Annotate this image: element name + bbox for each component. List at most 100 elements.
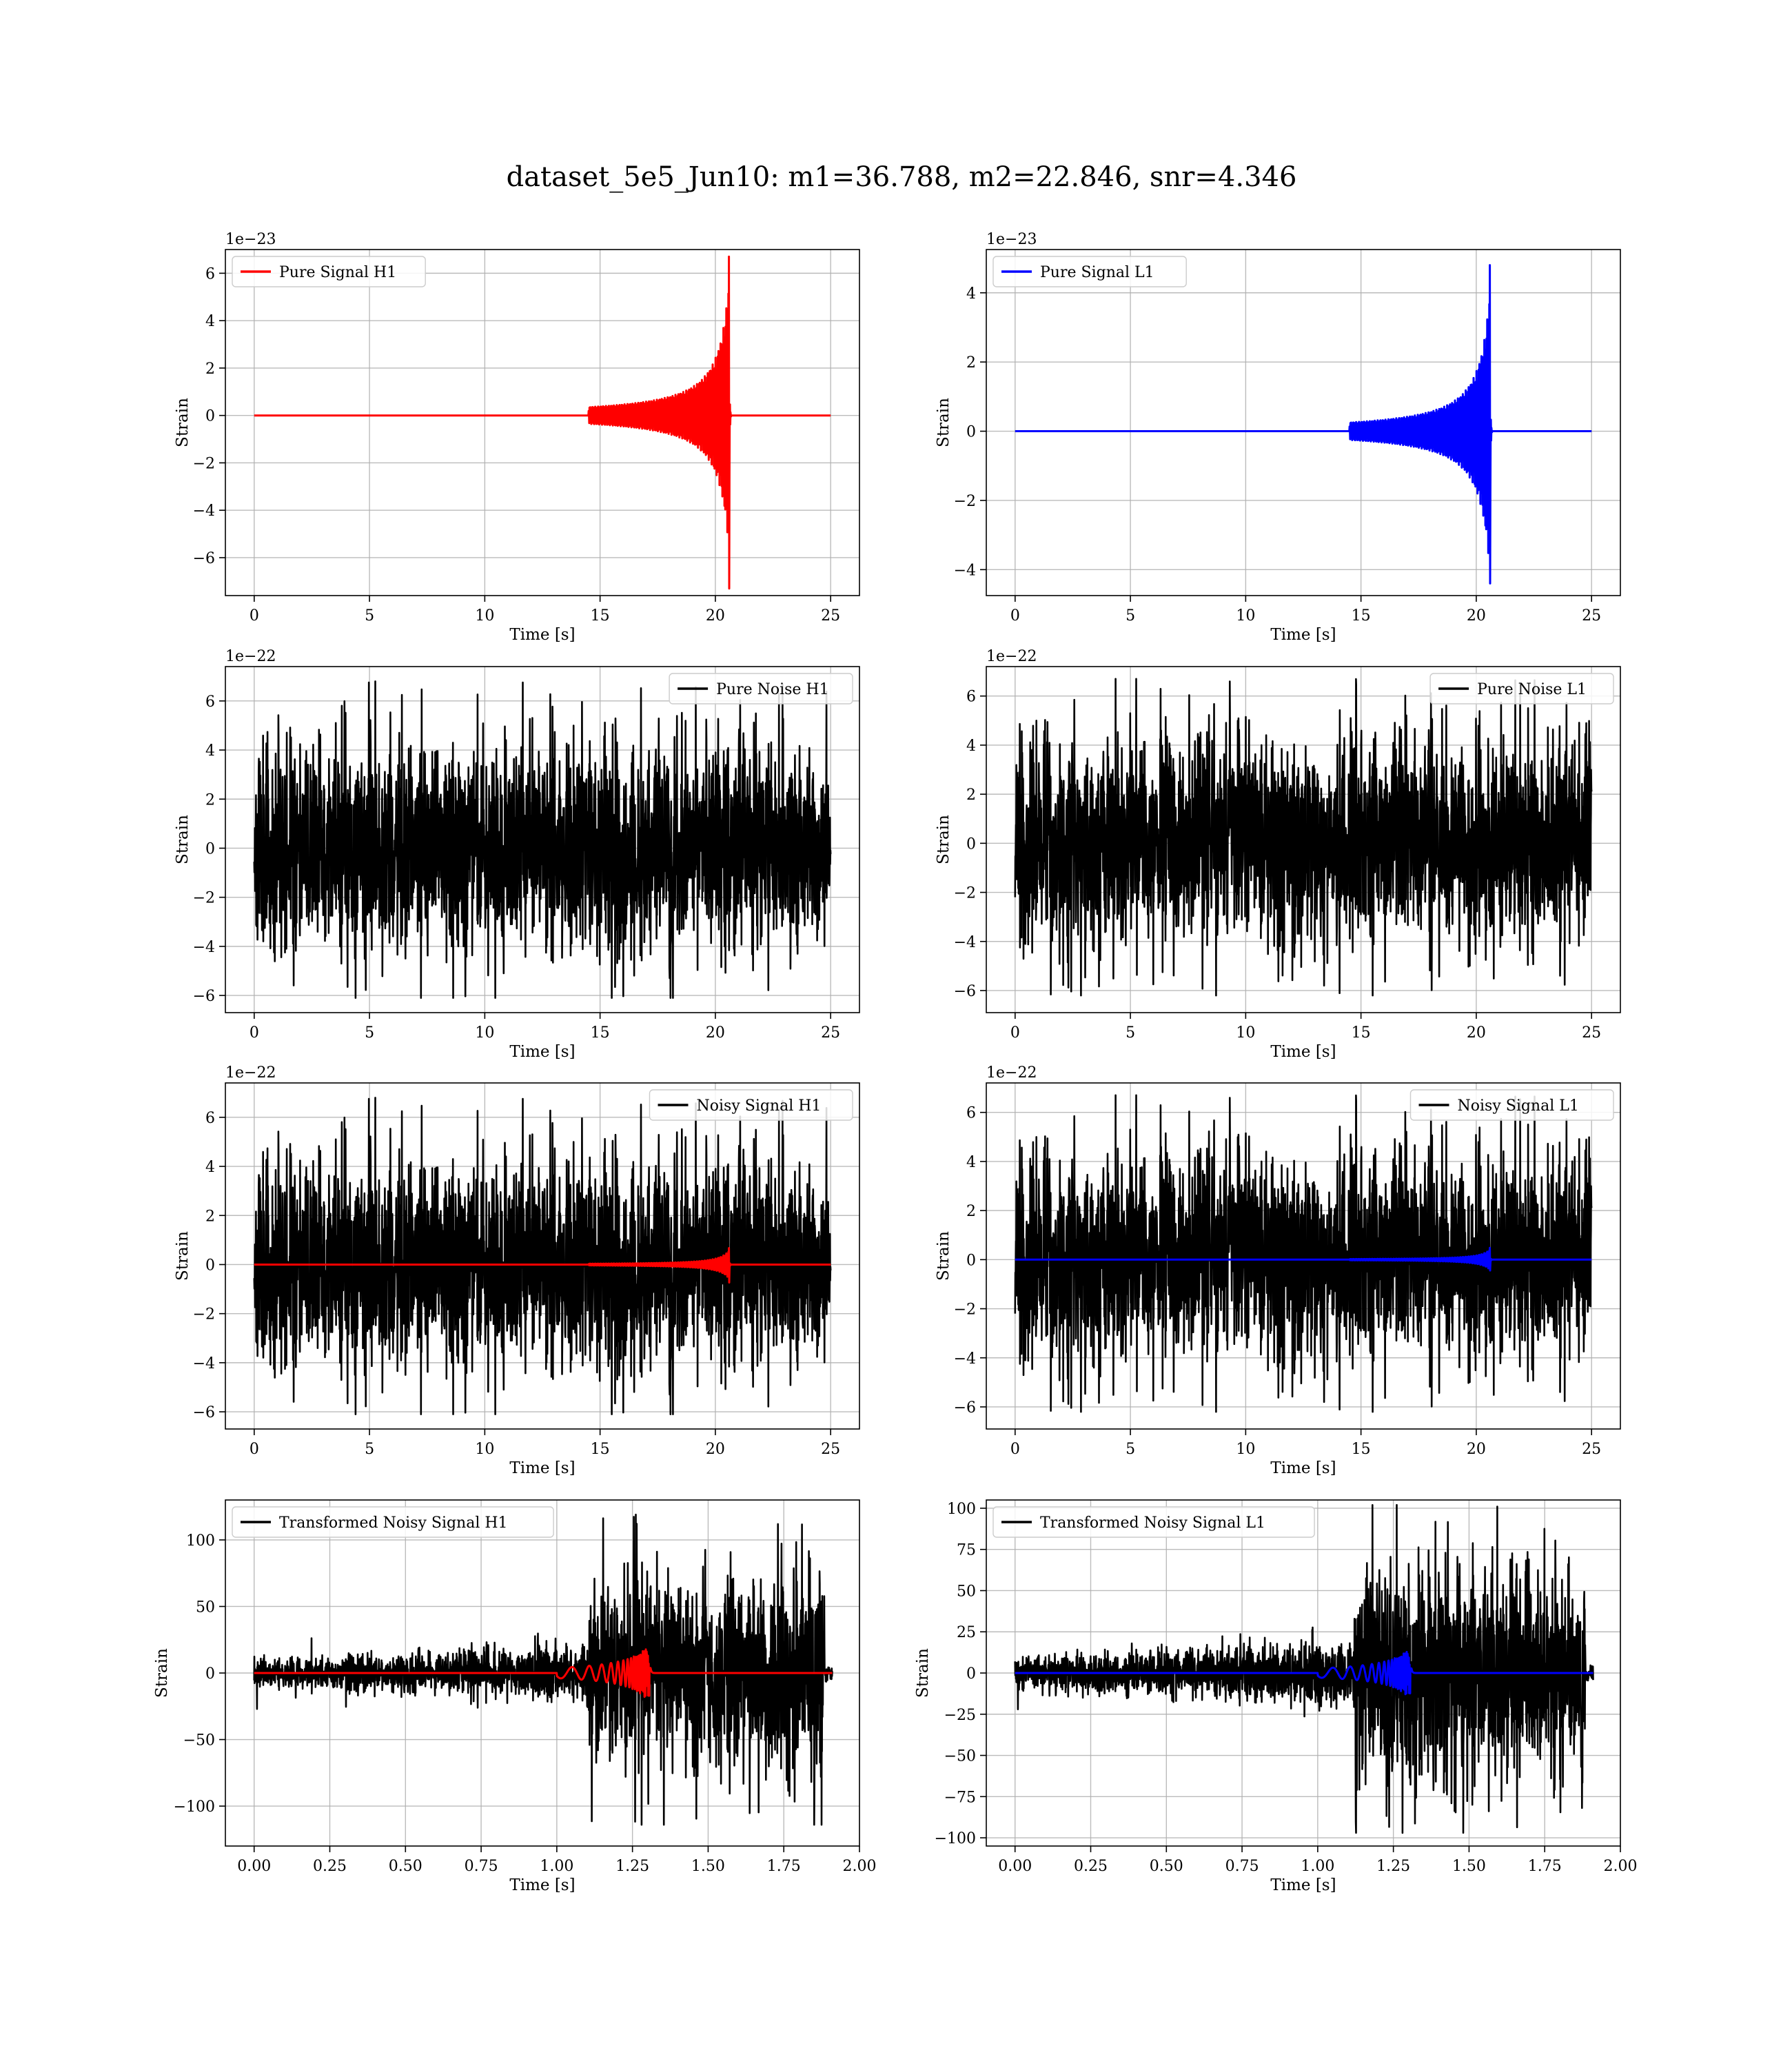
noisy-signal-l1-y-tick-label-2: −2: [954, 1301, 976, 1319]
noisy-signal-l1-x-tick-label-1: 5: [1126, 1441, 1135, 1458]
noisy-signal-l1-legend-label: Noisy Signal L1: [1458, 1097, 1579, 1115]
pure-signal-h1-x-tick-label-3: 15: [591, 607, 610, 625]
noisy-signal-h1-x-axis-label: Time [s]: [509, 1459, 575, 1477]
noisy-signal-h1-y-tick-label-5: 4: [205, 1159, 215, 1176]
pure-noise-l1-x-tick-label-4: 20: [1467, 1024, 1486, 1042]
noisy-signal-l1-frame: [986, 1082, 1621, 1430]
noisy-signal-l1-x-tick-label-2: 10: [1236, 1441, 1255, 1458]
noisy-signal-h1-frame: [225, 1082, 860, 1430]
transformed-noisy-signal-l1-x-tick-label-6: 1.50: [1452, 1858, 1486, 1875]
transformed-noisy-signal-h1-x-tick-label-4: 1.00: [540, 1858, 573, 1875]
noisy-signal-h1-x-tick-label-4: 20: [706, 1441, 725, 1458]
transformed-noisy-signal-l1-y-axis-label: Strain: [914, 1648, 932, 1698]
pure-signal-l1-y-tick-label-0: −4: [954, 562, 976, 579]
pure-noise-l1-y-tick-label-0: −6: [954, 983, 976, 1000]
pure-signal-l1-x-tick-label-2: 10: [1236, 607, 1255, 625]
pure-signal-l1-series-0-line: [1014, 264, 1593, 585]
pure-noise-h1-legend-box: [669, 673, 853, 704]
pure-signal-l1-x-tick-label-5: 25: [1582, 607, 1601, 625]
pure-signal-h1-y-tick-label-0: −6: [193, 550, 215, 567]
pure-noise-h1-y-tick-label-1: −4: [193, 939, 215, 956]
noisy-signal-l1-legend: Noisy Signal L1: [1409, 1089, 1614, 1121]
noisy-signal-h1-y-tick-label-0: −6: [193, 1404, 215, 1421]
pure-signal-h1-x-axis-label: Time [s]: [509, 626, 575, 644]
pure-noise-l1-x-tick-label-3: 15: [1352, 1024, 1371, 1042]
transformed-noisy-signal-h1-series-group: [253, 1513, 833, 1826]
pure-signal-h1-legend: Pure Signal H1: [232, 256, 426, 287]
noisy-signal-l1-offset-text: 1e−22: [986, 1064, 1037, 1082]
transformed-noisy-signal-l1-x-tick-label-7: 1.75: [1528, 1858, 1562, 1875]
noisy-signal-h1-y-axis-label: Strain: [174, 1231, 192, 1281]
noisy-signal-l1-y-axis-label: Strain: [935, 1231, 953, 1281]
transformed-noisy-signal-h1-series-1-line: [253, 1648, 833, 1698]
pure-noise-l1-legend-box: [1429, 673, 1614, 704]
transformed-noisy-signal-h1-legend-box: [232, 1506, 554, 1538]
transformed-noisy-signal-h1-y-axis-label: Strain: [153, 1648, 171, 1698]
figure-title: dataset_5e5_Jun10: m1=36.788, m2=22.846,…: [507, 161, 1297, 193]
pure-signal-h1-x-tick-label-0: 0: [250, 607, 259, 625]
pure-signal-l1-x-axis-label: Time [s]: [1270, 626, 1336, 644]
transformed-noisy-signal-h1-x-tick-label-7: 1.75: [767, 1858, 801, 1875]
transformed-noisy-signal-l1-y-tick-label-7: 75: [957, 1542, 976, 1559]
transformed-noisy-signal-l1-series-1-line: [1014, 1650, 1594, 1696]
transformed-noisy-signal-l1-x-tick-label-5: 1.25: [1376, 1858, 1410, 1875]
transformed-noisy-signal-l1-y-tick-label-6: 50: [957, 1583, 976, 1600]
pure-signal-l1-y-tick-label-1: −2: [954, 493, 976, 510]
pure-noise-l1-y-tick-label-1: −4: [954, 934, 976, 951]
pure-signal-h1-x-tick-label-2: 10: [475, 607, 494, 625]
pure-noise-h1-series-group: [253, 680, 832, 999]
noisy-signal-l1-legend-box: [1409, 1089, 1614, 1121]
pure-signal-l1-y-tick-label-3: 2: [966, 354, 976, 372]
transformed-noisy-signal-l1-panel: 0.00 0.25 0.50 0.75 1.00 1.25 1.50 1.75 2.00 −100…: [914, 1499, 1638, 1894]
transformed-noisy-signal-l1-x-axis-label: Time [s]: [1270, 1876, 1336, 1894]
pure-noise-h1-x-tick-label-3: 15: [591, 1024, 610, 1042]
pure-signal-h1-y-tick-label-1: −4: [193, 503, 215, 520]
pure-noise-l1-x-tick-label-0: 0: [1010, 1024, 1020, 1042]
transformed-noisy-signal-h1-x-tick-label-2: 0.50: [389, 1858, 422, 1875]
pure-signal-l1-legend-box: [992, 256, 1187, 287]
pure-noise-h1-x-tick-label-5: 25: [821, 1024, 840, 1042]
transformed-noisy-signal-l1-y-tick-label-3: −25: [944, 1707, 976, 1724]
pure-noise-l1-y-tick-label-2: −2: [954, 885, 976, 902]
noisy-signal-h1-y-tick-label-4: 2: [205, 1208, 215, 1225]
pure-signal-h1-series-0-line: [253, 255, 832, 590]
transformed-noisy-signal-l1-legend-box: [992, 1506, 1315, 1538]
pure-signal-h1-panel: 0 5 10 15 20 25 −6 −4 −2 0 2 4 6 Time [s] Strain 1e−23P…: [174, 231, 860, 644]
pure-noise-h1-y-tick-label-4: 2: [205, 791, 215, 809]
transformed-noisy-signal-l1-x-tick-label-1: 0.25: [1074, 1858, 1108, 1875]
transformed-noisy-signal-l1-y-tick-label-0: −100: [935, 1830, 976, 1847]
transformed-noisy-signal-h1-x-tick-label-0: 0.00: [237, 1858, 271, 1875]
noisy-signal-h1-x-tick-label-3: 15: [591, 1441, 610, 1458]
pure-signal-h1-y-tick-label-3: 0: [205, 408, 215, 425]
pure-noise-h1-x-axis-label: Time [s]: [509, 1043, 575, 1061]
transformed-noisy-signal-l1-x-tick-label-8: 2.00: [1604, 1858, 1638, 1875]
pure-noise-l1-x-tick-label-2: 10: [1236, 1024, 1255, 1042]
pure-signal-l1-x-tick-label-1: 5: [1126, 607, 1135, 625]
noisy-signal-l1-x-tick-label-0: 0: [1010, 1441, 1020, 1458]
noisy-signal-h1-series-0-line: [253, 1097, 832, 1415]
pure-noise-h1-y-tick-label-5: 4: [205, 742, 215, 760]
pure-signal-h1-frame: [225, 249, 860, 596]
pure-noise-l1-offset-text: 1e−22: [986, 648, 1037, 665]
pure-signal-l1-y-tick-label-2: 0: [966, 424, 976, 441]
pure-signal-l1-legend: Pure Signal L1: [992, 256, 1187, 287]
transformed-noisy-signal-l1-x-tick-label-2: 0.50: [1150, 1858, 1183, 1875]
noisy-signal-l1-x-tick-label-3: 15: [1352, 1441, 1371, 1458]
pure-noise-h1-y-tick-label-2: −2: [193, 890, 215, 907]
pure-signal-l1-y-tick-label-4: 4: [966, 285, 976, 303]
noisy-signal-l1-y-tick-label-6: 6: [966, 1105, 976, 1122]
pure-signal-h1-y-tick-label-5: 4: [205, 313, 215, 330]
transformed-noisy-signal-l1-y-tick-label-8: 100: [947, 1501, 976, 1518]
pure-noise-l1-x-tick-label-1: 5: [1126, 1024, 1135, 1042]
pure-signal-l1-offset-text: 1e−23: [986, 231, 1037, 248]
pure-signal-h1-x-tick-label-4: 20: [706, 607, 725, 625]
pure-signal-l1-y-axis-label: Strain: [935, 398, 953, 447]
transformed-noisy-signal-l1-y-tick-label-4: 0: [966, 1665, 976, 1683]
noisy-signal-h1-series-group: [253, 1097, 832, 1415]
transformed-noisy-signal-l1-series-group: [1014, 1503, 1594, 1834]
pure-noise-h1-y-tick-label-3: 0: [205, 840, 215, 858]
noisy-signal-h1-x-tick-label-1: 5: [365, 1441, 374, 1458]
pure-signal-h1-x-tick-label-1: 5: [365, 607, 374, 625]
pure-signal-h1-x-tick-label-5: 25: [821, 607, 840, 625]
